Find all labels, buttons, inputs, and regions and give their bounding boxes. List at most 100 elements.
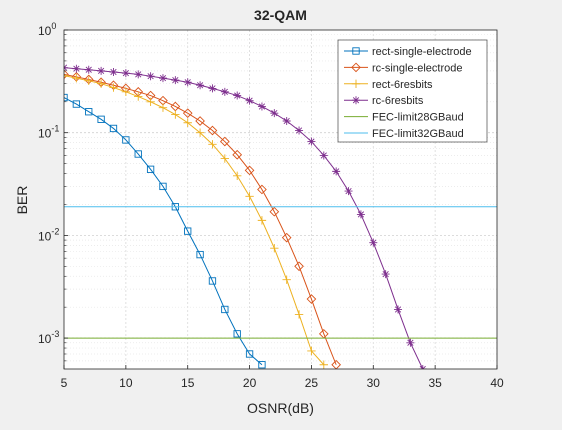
data-point: [72, 73, 81, 83]
data-point: [195, 128, 205, 137]
data-point: [351, 79, 361, 88]
x-tick-label: 15: [181, 376, 195, 390]
data-point: [233, 171, 242, 181]
data-point: [184, 227, 192, 235]
data-point: [294, 261, 304, 272]
data-point: [72, 64, 81, 73]
data-point: [183, 118, 192, 127]
data-point: [171, 110, 180, 119]
data-point: [307, 346, 316, 356]
data-point: [245, 350, 254, 358]
series-line: [64, 75, 325, 366]
x-tick-label: 5: [61, 376, 68, 390]
data-point: [196, 250, 204, 259]
x-tick-label: 25: [305, 376, 319, 390]
data-point: [219, 136, 230, 147]
legend-entry: FEC-limit28GBaud: [344, 112, 464, 124]
data-point: [97, 66, 106, 75]
legend: rect-single-electrode rc-single-electrode…: [337, 39, 488, 143]
data-point: [356, 210, 365, 219]
series-rc-single-electrode: [64, 69, 342, 369]
data-point: [159, 182, 167, 191]
data-point: [306, 294, 317, 304]
data-point: [319, 360, 328, 369]
series-rect-single-electrode: [64, 93, 266, 369]
series-rect-6resbits: [64, 71, 328, 369]
data-point: [245, 192, 254, 201]
series-line: [64, 97, 263, 366]
data-point: [294, 310, 304, 319]
data-point: [232, 149, 243, 160]
data-point: [307, 137, 316, 146]
data-point: [369, 238, 378, 247]
data-point: [208, 84, 217, 93]
y-axis-label: BER: [14, 186, 30, 215]
x-tick-label: 35: [428, 376, 442, 390]
data-point: [134, 150, 142, 158]
data-point: [64, 71, 69, 80]
data-point: [270, 244, 279, 253]
data-point: [121, 69, 130, 78]
data-point: [171, 76, 180, 85]
data-point: [282, 275, 291, 284]
data-point: [282, 116, 291, 125]
data-point: [182, 108, 193, 118]
data-point: [381, 270, 390, 279]
data-point: [64, 93, 68, 102]
legend-entry: rc-single-electrode: [344, 62, 462, 74]
x-tick-label: 40: [490, 376, 504, 390]
legend-entry: rect-6resbits: [344, 79, 433, 91]
data-point: [84, 65, 93, 74]
chart-title: 32-QAM: [254, 7, 307, 23]
data-point: [195, 116, 205, 126]
data-point: [220, 87, 229, 96]
data-point: [344, 187, 353, 196]
data-point: [394, 305, 403, 314]
data-point: [158, 74, 167, 83]
data-point: [352, 47, 360, 55]
data-point: [146, 72, 155, 81]
legend-label: rect-single-electrode: [372, 46, 472, 58]
legend-label: FEC-limit28GBaud: [372, 112, 464, 124]
data-point: [134, 70, 143, 79]
data-point: [109, 67, 118, 76]
x-tick-label: 20: [243, 376, 257, 390]
data-point: [245, 96, 254, 105]
legend-entry: FEC-limit32GBaud: [344, 128, 464, 140]
data-point: [281, 232, 292, 243]
data-point: [146, 97, 155, 106]
data-point: [319, 151, 328, 160]
data-point: [332, 167, 341, 176]
data-point: [258, 361, 266, 369]
data-point: [85, 108, 93, 116]
legend-label: rc-single-electrode: [372, 62, 462, 74]
data-point: [269, 206, 280, 217]
data-point: [295, 126, 304, 135]
legend-entry: rc-6resbits: [344, 95, 424, 107]
data-point: [220, 154, 230, 163]
data-point: [406, 338, 415, 347]
data-point: [84, 76, 93, 86]
data-point: [208, 140, 217, 149]
data-point: [158, 103, 168, 112]
data-point: [351, 62, 361, 73]
data-point: [183, 78, 192, 87]
legend-label: FEC-limit32GBaud: [372, 128, 464, 140]
series-rc-6resbits: [64, 63, 427, 369]
data-point: [121, 87, 131, 97]
data-point: [97, 115, 105, 123]
data-point: [109, 83, 118, 92]
data-point: [146, 165, 155, 173]
data-point: [207, 125, 218, 136]
data-point: [233, 330, 241, 338]
x-axis-label: OSNR(dB): [247, 400, 314, 416]
data-point: [196, 81, 205, 90]
data-point: [96, 79, 106, 88]
data-point: [257, 102, 266, 111]
axes-box: [63, 29, 498, 370]
data-point: [257, 216, 267, 225]
data-point: [134, 92, 143, 101]
data-point: [72, 100, 81, 108]
data-point: [352, 96, 360, 105]
